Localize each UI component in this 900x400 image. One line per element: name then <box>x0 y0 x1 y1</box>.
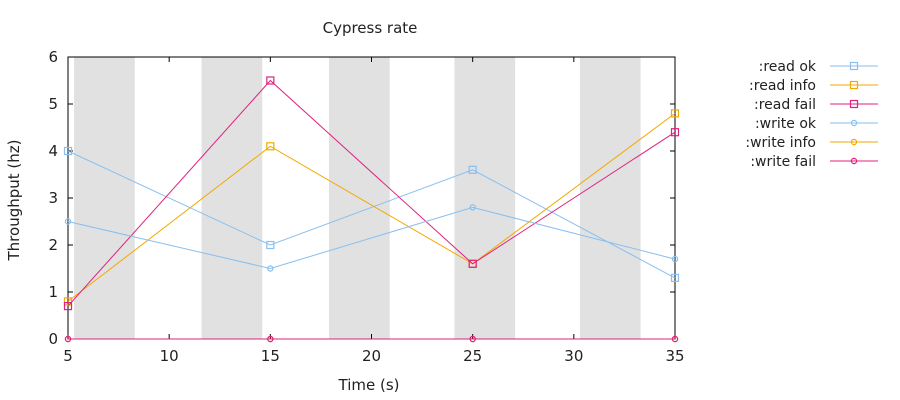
legend-item: :write ok <box>755 116 878 132</box>
y-tick-label: 0 <box>48 330 58 348</box>
y-tick-label: 5 <box>48 95 58 113</box>
series-line <box>67 79 676 307</box>
x-axis-label: Time (s) <box>338 376 400 394</box>
data-point <box>468 259 477 268</box>
series-5 <box>64 335 679 343</box>
data-point <box>267 265 274 272</box>
shaded-band-3 <box>454 57 516 339</box>
x-tick-label: 25 <box>463 347 482 365</box>
legend-label: :read ok <box>759 59 817 75</box>
legend-swatch-marker <box>850 157 858 165</box>
series-1 <box>63 109 680 306</box>
legend-label: :read info <box>749 78 816 94</box>
legend-item: :write info <box>745 135 878 151</box>
legend-item: :write fail <box>750 154 878 170</box>
data-point <box>64 218 72 225</box>
series-line <box>67 206 676 270</box>
x-tick-label: 30 <box>564 347 583 365</box>
legend-swatch-marker <box>849 61 859 71</box>
y-tick-label: 6 <box>48 48 58 66</box>
y-tick-label: 1 <box>48 283 58 301</box>
series-0 <box>63 146 680 282</box>
series-layer <box>63 76 680 343</box>
legend-label: :write fail <box>750 154 816 170</box>
legend-swatch-marker <box>850 119 858 127</box>
series-3 <box>64 204 679 272</box>
x-tick-label: 10 <box>160 347 179 365</box>
y-tick-label: 4 <box>48 142 58 160</box>
data-point <box>671 335 679 343</box>
shaded-band-0 <box>74 57 135 339</box>
data-point <box>63 297 73 306</box>
x-tick-label: 20 <box>362 347 381 365</box>
legend: :read ok :read info :read fail :write ok :wr… <box>745 59 878 170</box>
data-point <box>468 165 477 174</box>
series-line <box>67 150 676 279</box>
chart-title: Cypress rate <box>323 19 418 37</box>
legend-swatch-marker <box>850 138 858 146</box>
y-tick-label: 3 <box>48 189 58 207</box>
legend-swatch-marker <box>849 80 859 90</box>
data-point <box>670 109 680 118</box>
legend-swatch-marker <box>849 99 859 109</box>
axis-ticks: 5 10 15 20 25 30 35 0 1 2 3 4 5 6 <box>48 48 684 365</box>
data-point <box>64 335 72 343</box>
data-point <box>266 240 275 250</box>
x-tick-label: 15 <box>261 347 280 365</box>
legend-label: :read fail <box>754 97 816 113</box>
data-point <box>469 335 476 343</box>
data-point <box>266 142 275 151</box>
x-tick-label: 5 <box>63 347 73 365</box>
legend-label: :write info <box>745 135 816 151</box>
data-point <box>267 335 274 343</box>
x-tick-label: 35 <box>665 347 684 365</box>
legend-item: :read ok <box>759 59 878 75</box>
shaded-bands <box>74 57 641 339</box>
shaded-band-1 <box>201 57 263 339</box>
data-point <box>266 76 275 85</box>
y-tick-label: 2 <box>48 236 58 254</box>
y-axis-label: Throughput (hz) <box>5 140 23 262</box>
data-point <box>63 146 73 156</box>
series-2 <box>63 76 680 311</box>
legend-item: :read fail <box>754 97 878 113</box>
series-line <box>67 112 676 302</box>
shaded-band-4 <box>579 57 641 339</box>
legend-label: :write ok <box>755 116 817 132</box>
data-point <box>670 128 680 137</box>
data-point <box>469 204 476 211</box>
data-point <box>63 302 73 311</box>
data-point <box>670 273 680 282</box>
legend-item: :read info <box>749 78 878 94</box>
data-point <box>671 255 679 263</box>
